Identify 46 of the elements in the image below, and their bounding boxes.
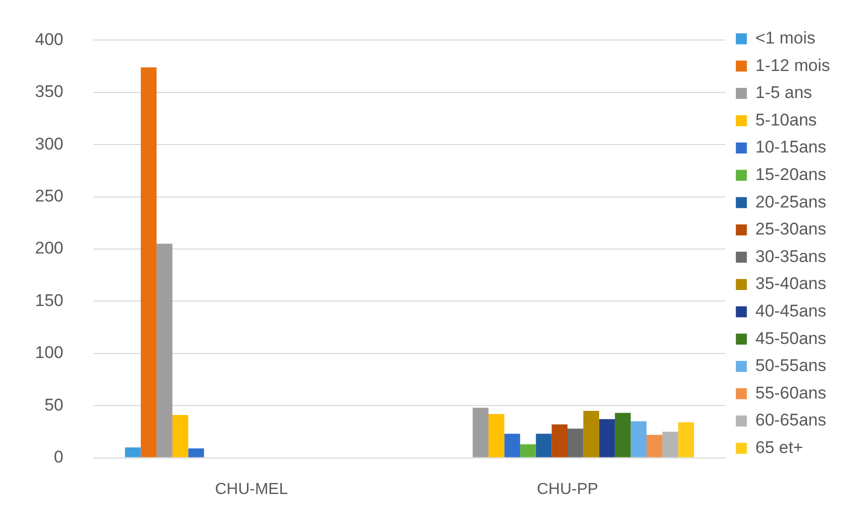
- bar: [140, 67, 157, 458]
- legend-label: 55-60ans: [755, 383, 826, 402]
- y-tick-label: 400: [34, 30, 64, 49]
- legend-label: 20-25ans: [755, 192, 826, 212]
- legend-label: 40-45ans: [755, 301, 826, 320]
- bar: [646, 434, 662, 458]
- bar: [614, 412, 631, 458]
- bar: [536, 434, 552, 458]
- legend-label: 30-35ans: [755, 246, 826, 266]
- bar: [583, 410, 600, 458]
- bar: [599, 419, 615, 458]
- legend-label: 1-12 mois: [755, 56, 830, 75]
- bar: [630, 421, 647, 458]
- bar: [678, 422, 694, 458]
- bar: [504, 434, 520, 458]
- y-tick-label: 0: [54, 447, 64, 466]
- y-tick-label: 200: [34, 238, 64, 258]
- y-tick-label: 250: [34, 186, 64, 206]
- bar: [172, 414, 188, 458]
- legend-label: 35-40ans: [755, 274, 826, 294]
- y-tick-label: 150: [34, 290, 64, 310]
- legend-label: <1 mois: [755, 28, 816, 48]
- bar: [488, 414, 504, 458]
- legend-label: 65 et+: [755, 438, 804, 457]
- bar: [124, 447, 141, 458]
- bar: [662, 432, 678, 458]
- legend-label: 10-15ans: [755, 138, 826, 157]
- bar: [520, 444, 536, 458]
- legend-label: 1-5 ans: [755, 83, 812, 102]
- legend-label: 50-55ans: [755, 356, 826, 376]
- bar: [568, 428, 584, 458]
- y-tick-label: 100: [34, 343, 64, 362]
- bar: [188, 448, 204, 458]
- y-tick-label: 50: [44, 395, 64, 414]
- x-tick-label: CHU-PP: [536, 480, 598, 498]
- legend-label: 45-50ans: [755, 328, 826, 348]
- y-tick-label: 300: [34, 134, 64, 154]
- legend-label: 60-65ans: [755, 410, 826, 430]
- bar: [552, 424, 568, 458]
- bar: [472, 408, 488, 458]
- x-tick-label: CHU-MEL: [214, 480, 288, 498]
- legend-label: 5-10ans: [755, 110, 817, 130]
- legend-label: 15-20ans: [755, 164, 826, 184]
- y-tick-label: 350: [34, 82, 64, 102]
- legend-label: 25-30ans: [755, 220, 826, 239]
- bar: [156, 244, 172, 458]
